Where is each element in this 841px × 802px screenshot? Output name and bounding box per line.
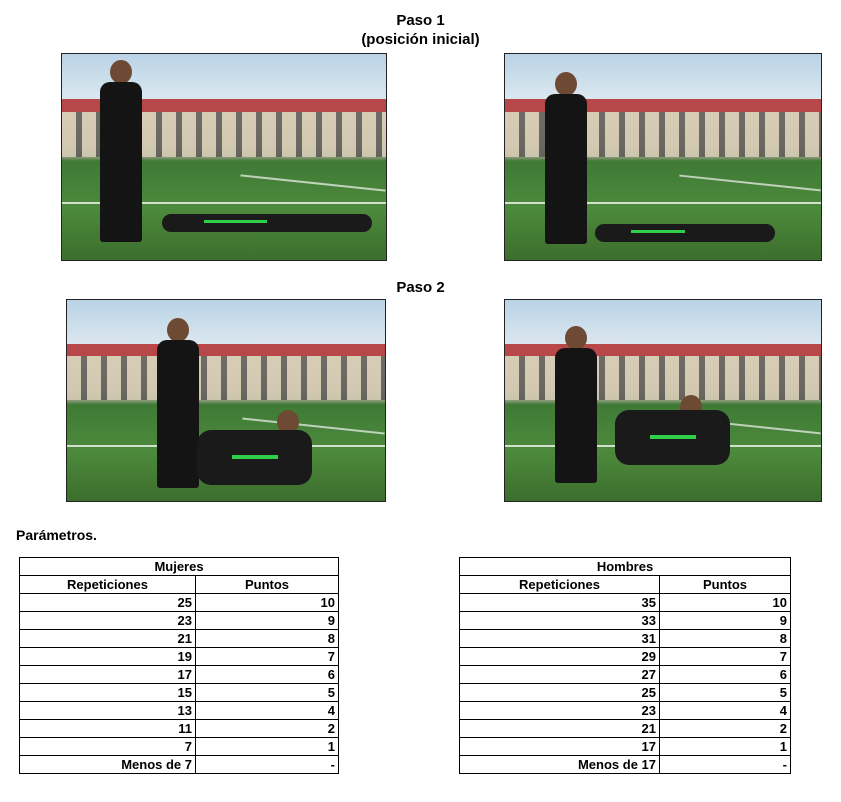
points-cell: 5 bbox=[194, 683, 340, 702]
reps-cell: 19 bbox=[19, 647, 196, 666]
lying-person bbox=[162, 214, 372, 232]
table-row: 33 9 bbox=[459, 611, 792, 630]
table-row: 11 2 bbox=[19, 719, 340, 738]
table-row: 25 10 bbox=[19, 593, 340, 612]
points-cell: 8 bbox=[194, 629, 340, 648]
reps-cell: 31 bbox=[459, 629, 660, 648]
lying-person bbox=[595, 224, 775, 242]
reps-cell: 33 bbox=[459, 611, 660, 630]
points-cell: 2 bbox=[658, 719, 792, 738]
reps-cell: 15 bbox=[19, 683, 196, 702]
points-cell: 8 bbox=[658, 629, 792, 648]
table-row: 13 4 bbox=[19, 701, 340, 720]
parameters-label: Parámetros. bbox=[16, 527, 97, 543]
photo-step2-right bbox=[504, 299, 822, 502]
table-row: Menos de 17- bbox=[459, 755, 792, 774]
step2-title: Paso 2 bbox=[396, 279, 445, 296]
photo-step2-left bbox=[66, 299, 386, 502]
points-cell: 4 bbox=[194, 701, 340, 720]
table-row: 19 7 bbox=[19, 647, 340, 666]
points-cell: 6 bbox=[658, 665, 792, 684]
points-cell: 9 bbox=[194, 611, 340, 630]
reps-cell: Menos de 7 bbox=[19, 755, 196, 774]
standing-person bbox=[157, 340, 199, 488]
photo-step1-left bbox=[61, 53, 387, 261]
women-table: Mujeres Repeticiones Puntos 25 10 23 9 21 8 19… bbox=[18, 557, 340, 774]
reps-cell: 27 bbox=[459, 665, 660, 684]
men-col-reps: Repeticiones bbox=[459, 575, 660, 594]
points-cell: 4 bbox=[658, 701, 792, 720]
reps-cell: 25 bbox=[19, 593, 196, 612]
reps-cell: 17 bbox=[459, 737, 660, 756]
points-cell: 1 bbox=[658, 737, 792, 756]
table-row: 15 5 bbox=[19, 683, 340, 702]
reps-cell: 21 bbox=[19, 629, 196, 648]
reps-cell: 25 bbox=[459, 683, 660, 702]
reps-cell: 35 bbox=[459, 593, 660, 612]
men-table: Hombres Repeticiones Puntos 35 10 33 9 31 8 29… bbox=[458, 557, 792, 774]
reps-cell: 29 bbox=[459, 647, 660, 666]
standing-person bbox=[555, 348, 597, 483]
points-cell: 2 bbox=[194, 719, 340, 738]
reps-cell: 21 bbox=[459, 719, 660, 738]
women-col-points: Puntos bbox=[194, 575, 340, 594]
table-row: 35 10 bbox=[459, 593, 792, 612]
step1-title: Paso 1 bbox=[396, 12, 445, 29]
points-cell: - bbox=[194, 755, 340, 774]
women-table-title: Mujeres bbox=[18, 557, 340, 576]
table-row: 23 4 bbox=[459, 701, 792, 720]
table-row: 23 9 bbox=[19, 611, 340, 630]
sitting-person bbox=[197, 430, 312, 485]
points-cell: 1 bbox=[194, 737, 340, 756]
table-row: 21 8 bbox=[19, 629, 340, 648]
step1-subtitle: (posición inicial) bbox=[361, 31, 480, 48]
table-row: 29 7 bbox=[459, 647, 792, 666]
reps-cell: 23 bbox=[459, 701, 660, 720]
table-row: 17 1 bbox=[459, 737, 792, 756]
reps-cell: 23 bbox=[19, 611, 196, 630]
table-row: 27 6 bbox=[459, 665, 792, 684]
women-col-reps: Repeticiones bbox=[19, 575, 196, 594]
points-cell: 9 bbox=[658, 611, 792, 630]
standing-person bbox=[545, 94, 587, 244]
reps-cell: 13 bbox=[19, 701, 196, 720]
photo-step1-right bbox=[504, 53, 822, 261]
standing-person bbox=[100, 82, 142, 242]
table-row: 17 6 bbox=[19, 665, 340, 684]
table-row: Menos de 7- bbox=[19, 755, 340, 774]
reps-cell: Menos de 17 bbox=[459, 755, 660, 774]
reps-cell: 11 bbox=[19, 719, 196, 738]
points-cell: 5 bbox=[658, 683, 792, 702]
reps-cell: 7 bbox=[19, 737, 196, 756]
men-col-points: Puntos bbox=[658, 575, 792, 594]
points-cell: 10 bbox=[194, 593, 340, 612]
reps-cell: 17 bbox=[19, 665, 196, 684]
table-row: 31 8 bbox=[459, 629, 792, 648]
points-cell: 10 bbox=[658, 593, 792, 612]
points-cell: 7 bbox=[194, 647, 340, 666]
sitting-person bbox=[615, 410, 730, 465]
points-cell: 6 bbox=[194, 665, 340, 684]
table-row: 21 2 bbox=[459, 719, 792, 738]
table-row: 25 5 bbox=[459, 683, 792, 702]
points-cell: 7 bbox=[658, 647, 792, 666]
men-table-title: Hombres bbox=[458, 557, 792, 576]
points-cell: - bbox=[658, 755, 792, 774]
